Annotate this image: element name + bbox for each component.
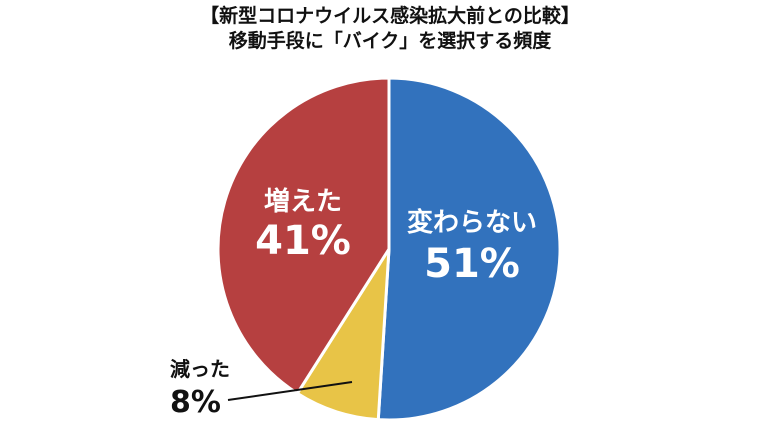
leader-line-decreased	[227, 381, 353, 401]
pie-slice-unchanged	[376, 76, 562, 422]
slice-label-decreased: 減った	[170, 357, 230, 381]
slice-value-decreased: 8%	[170, 385, 221, 420]
chart-title-block: 【新型コロナウイルス感染拡大前との比較】 移動手段に「バイク」を選択する頻度	[0, 4, 780, 54]
slice-label-increased: 増えた	[264, 187, 342, 217]
slice-value-unchanged: 51%	[424, 241, 520, 287]
slice-label-unchanged: 変わらない	[407, 207, 537, 238]
chart-title: 【新型コロナウイルス感染拡大前との比較】	[200, 5, 580, 27]
pie-slice-increased	[216, 76, 391, 395]
chart-subtitle: 移動手段に「バイク」を選択する頻度	[228, 30, 552, 52]
pie-slices	[216, 76, 562, 422]
slice-value-increased: 41%	[255, 218, 351, 264]
